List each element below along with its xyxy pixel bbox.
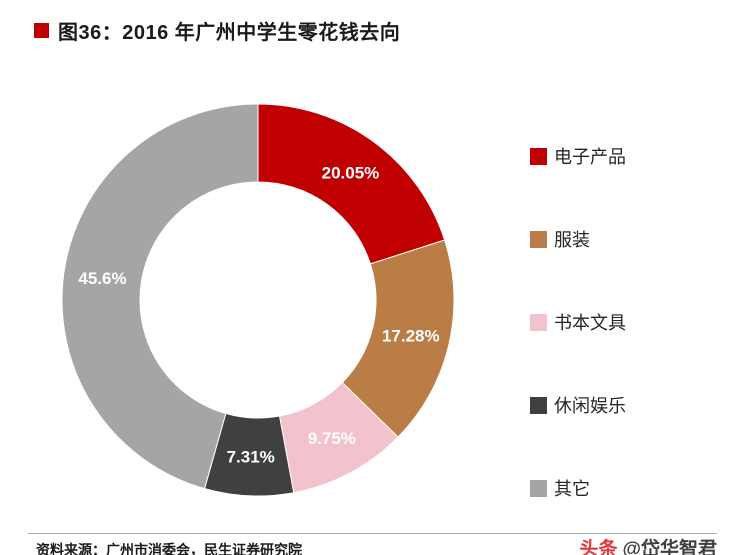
source-note: 资料来源：广州市消委会，民生证券研究院 bbox=[36, 542, 302, 555]
watermark-handle: @岱华智君 bbox=[622, 539, 717, 555]
figure-title-row: 图36：2016 年广州中学生零花钱去向 bbox=[34, 16, 400, 45]
watermark: 头条 @岱华智君 bbox=[579, 534, 717, 555]
legend-label: 休闲娱乐 bbox=[554, 396, 626, 416]
figure-title: 图36：2016 年广州中学生零花钱去向 bbox=[58, 22, 401, 44]
watermark-brand: 头条 bbox=[579, 539, 618, 555]
slice-label-4: 45.6% bbox=[78, 269, 126, 288]
legend-label: 其它 bbox=[554, 479, 590, 499]
legend-item-3: 休闲娱乐 bbox=[530, 392, 626, 418]
footer-divider bbox=[28, 533, 717, 534]
legend-swatch-icon bbox=[530, 479, 547, 497]
title-bullet-icon bbox=[34, 23, 49, 38]
donut-chart: 20.05% 17.28% 9.75% 7.31% 45.6% bbox=[61, 103, 455, 497]
legend-swatch-icon bbox=[530, 396, 547, 414]
donut-slice-4 bbox=[61, 103, 259, 490]
legend-label: 书本文具 bbox=[554, 313, 626, 333]
legend-item-4: 其它 bbox=[530, 475, 626, 501]
legend-swatch-icon bbox=[530, 313, 547, 331]
legend-swatch-icon bbox=[530, 230, 547, 248]
slice-label-3: 7.31% bbox=[227, 447, 275, 466]
slice-label-2: 9.75% bbox=[308, 429, 356, 448]
legend-item-1: 服装 bbox=[530, 226, 626, 252]
legend-label: 服装 bbox=[554, 230, 590, 250]
legend: 电子产品服装书本文具休闲娱乐其它 bbox=[530, 143, 626, 501]
legend-swatch-icon bbox=[530, 147, 547, 165]
legend-item-0: 电子产品 bbox=[530, 143, 626, 169]
slice-label-1: 17.28% bbox=[382, 327, 440, 346]
legend-item-2: 书本文具 bbox=[530, 309, 626, 335]
slice-label-0: 20.05% bbox=[322, 164, 380, 183]
legend-label: 电子产品 bbox=[554, 147, 626, 167]
donut-slice-0 bbox=[257, 103, 446, 265]
